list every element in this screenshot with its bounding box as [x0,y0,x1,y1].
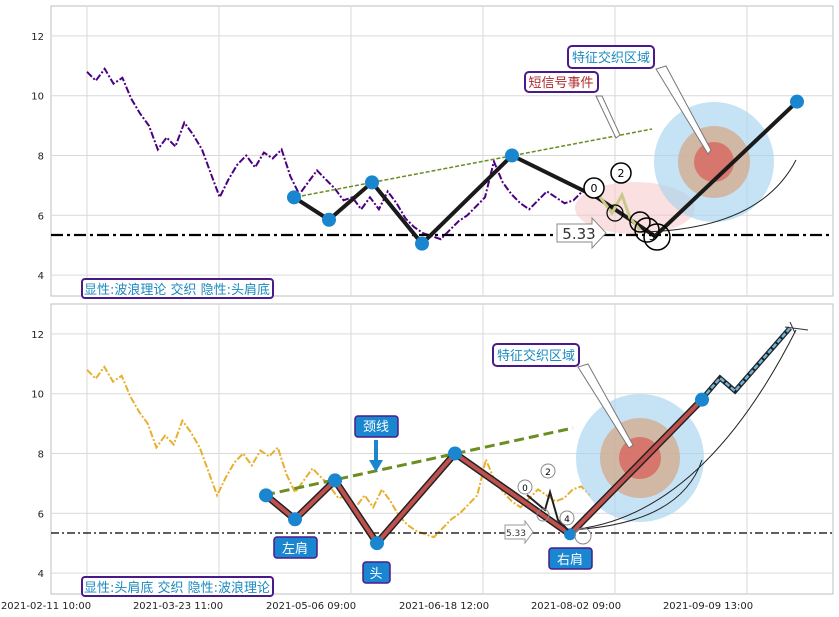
bottom-pattern-point-6 [695,392,709,407]
top-price-line [86,66,601,241]
top-y-ticks: 4 6 8 10 12 [31,32,44,282]
bottom-pattern-point-0 [259,488,273,503]
bottom-continuation-line [701,327,791,400]
x-tick-4: 2021-08-02 09:00 [531,601,621,612]
bottom-support-label: 5.33 [504,519,534,545]
bottom-wave-label-0: 0 [517,479,533,495]
top-wave-label-2: 2 [610,162,632,184]
svg-text:2: 2 [618,167,625,180]
y-tick-8: 8 [38,449,44,460]
bottom-neckline-label: 颈线 [354,415,399,472]
top-trend-line [295,128,653,198]
top-short-signal-annotation: 短信号事件 [524,71,621,139]
bottom-pattern-point-4 [448,446,462,461]
top-wave-point-0 [287,190,301,205]
bottom-pattern-point-2 [328,473,342,488]
top-legend: 显性:波浪理论 交织 隐性:头肩底 [81,278,274,299]
y-tick-10: 10 [31,92,44,103]
top-zone-inner [694,142,734,182]
bottom-pattern-dots [259,392,709,551]
bottom-pattern-point-1 [288,512,302,527]
bottom-neckline [264,426,574,497]
bottom-head-label: 头 [362,561,391,584]
top-subwave [595,191,642,231]
svg-text:2: 2 [545,468,551,478]
top-feature-zone-annotation: 特征交织区域 [567,45,712,155]
bottom-right-shoulder-label: 右肩 [548,547,593,570]
bottom-wave-cluster: 4 [536,508,592,545]
top-wave-dots [287,94,804,251]
bottom-projection-curve-1 [567,329,797,531]
bottom-left-shoulder-label: 左肩 [273,536,318,559]
y-tick-10: 10 [31,390,44,401]
bottom-pattern-point-3 [370,536,384,551]
svg-text:头: 头 [369,567,382,582]
bottom-pattern-point-5 [564,528,576,541]
top-wave-label-0: 0 [583,177,605,199]
top-wave-point-1 [322,212,336,227]
bottom-y-ticks: 4 6 8 10 12 [31,330,44,580]
svg-text:5: 5 [649,232,655,243]
svg-text:显性:头肩底 交织 隐性:波浪理论: 显性:头肩底 交织 隐性:波浪理论 [84,580,270,596]
x-tick-3: 2021-06-18 12:00 [399,601,489,612]
top-wave-point-2 [365,175,379,190]
y-tick-12: 12 [31,330,44,341]
y-tick-6: 6 [38,211,44,222]
y-tick-12: 12 [31,32,44,43]
svg-text:颈线: 颈线 [363,420,389,435]
svg-text:短信号事件: 短信号事件 [528,76,593,91]
bottom-plot-frame [50,303,834,595]
svg-text:0: 0 [591,182,598,195]
x-tick-5: 2021-09-09 13:00 [663,601,753,612]
svg-text:5.33: 5.33 [506,529,526,539]
bottom-x-ticks: 2021-02-11 10:00 2021-03-23 11:00 2021-05-… [1,601,753,612]
x-tick-1: 2021-03-23 11:00 [133,601,223,612]
y-tick-4: 4 [38,569,44,580]
svg-text:4: 4 [564,515,570,525]
bottom-end-marker [784,321,809,334]
svg-text:0: 0 [522,484,528,494]
svg-text:左肩: 左肩 [282,541,308,557]
top-wave-point-4 [505,148,519,163]
top-panel: 4 6 8 10 12 0 2 [31,5,834,299]
svg-text:特征交织区域: 特征交织区域 [497,348,575,364]
y-tick-4: 4 [38,271,44,282]
bottom-legend: 显性:头肩底 交织 隐性:波浪理论 [81,576,274,597]
bottom-wave-label-2: 2 [540,463,556,479]
bottom-subwave [526,488,569,531]
y-tick-8: 8 [38,151,44,162]
top-wave-cluster: 5 [606,204,671,251]
bottom-projection-curve-2 [567,459,703,531]
top-wave-point-7 [790,94,804,109]
top-wave-point-3 [415,236,429,251]
svg-text:右肩: 右肩 [557,552,583,568]
bottom-price-line [86,364,591,539]
top-support-label: 5.33 [556,216,607,250]
y-tick-6: 6 [38,509,44,520]
top-projection-curve [639,159,797,233]
svg-text:显性:波浪理论 交织 隐性:头肩底: 显性:波浪理论 交织 隐性:头肩底 [84,282,270,298]
x-tick-2: 2021-05-06 09:00 [266,601,356,612]
x-tick-0: 2021-02-11 10:00 [1,601,91,612]
svg-text:5.33: 5.33 [562,225,595,243]
bottom-feature-zone-annotation: 特征交织区域 [492,343,634,449]
svg-text:特征交织区域: 特征交织区域 [572,50,650,66]
bottom-panel: 4 6 8 10 12 2021-02-11 10:00 2021-03-23 11:00… [1,303,834,612]
